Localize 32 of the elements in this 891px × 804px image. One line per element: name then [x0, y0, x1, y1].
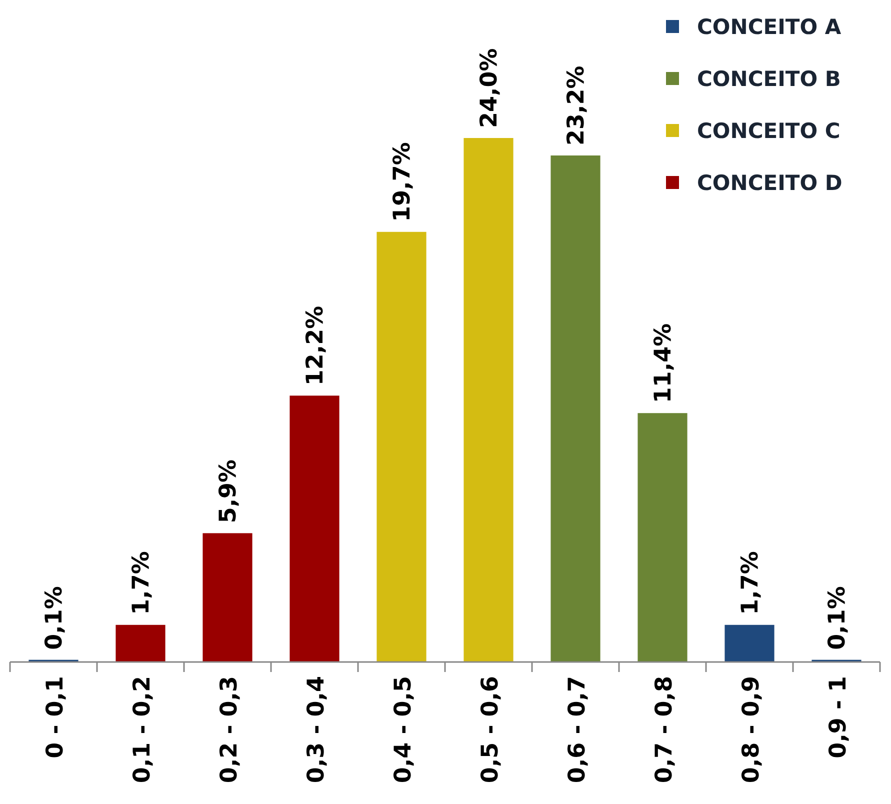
bar: [116, 624, 166, 662]
bar: [202, 533, 252, 662]
data-label: 1,7%: [128, 551, 154, 615]
x-tick-label: 0,1 - 0,2: [130, 676, 156, 784]
bar: [290, 396, 340, 662]
data-label: 19,7%: [390, 142, 416, 222]
data-label: 0,1%: [824, 586, 850, 650]
x-tick-label: 0,4 - 0,5: [390, 676, 416, 784]
data-label: 12,2%: [302, 306, 328, 386]
x-tick-label: 0,3 - 0,4: [304, 676, 330, 784]
legend-label: CONCEITO B: [697, 67, 841, 91]
bar: [724, 624, 774, 662]
bar: [464, 138, 514, 662]
bar: [376, 232, 426, 662]
data-label: 24,0%: [476, 48, 502, 128]
bar: [638, 413, 688, 662]
bar: [550, 155, 600, 662]
legend-label: CONCEITO D: [697, 171, 842, 195]
x-tick-label: 0,7 - 0,8: [652, 676, 678, 784]
x-tick-label: 0,5 - 0,6: [478, 676, 504, 784]
data-label: 5,9%: [216, 459, 242, 524]
data-label: 0,1%: [42, 586, 68, 650]
legend-label: CONCEITO C: [697, 119, 840, 143]
x-tick-label: 0,2 - 0,3: [216, 676, 242, 784]
data-label: 11,4%: [650, 323, 676, 404]
x-tick-label: 0,9 - 1: [826, 676, 852, 758]
x-tick-label: 0 - 0,1: [42, 676, 68, 758]
data-label: 23,2%: [564, 66, 590, 146]
legend-label: CONCEITO A: [697, 15, 842, 39]
x-tick-label: 0,6 - 0,7: [564, 676, 590, 784]
data-label: 1,7%: [738, 551, 764, 615]
x-tick-label: 0,8 - 0,9: [738, 676, 764, 784]
